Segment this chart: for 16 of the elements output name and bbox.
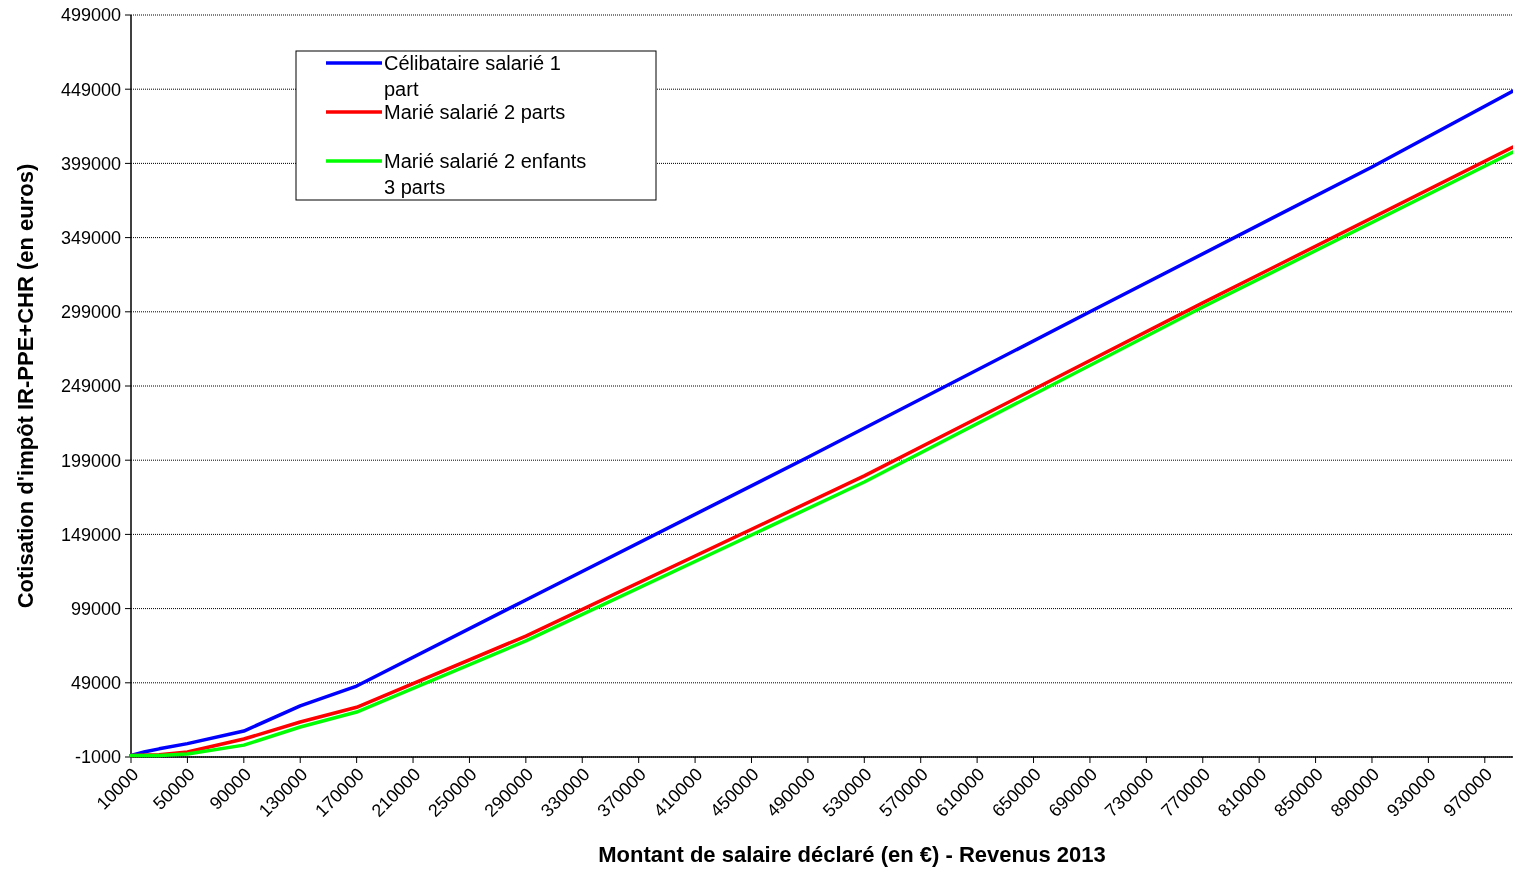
legend-label: Marié salarié 2 enfants 3 parts: [384, 150, 587, 198]
y-tick-label: 349000: [60, 227, 121, 248]
y-tick-label: 399000: [60, 153, 121, 174]
y-tick-label: -1000: [74, 747, 121, 768]
y-tick-label: 49000: [70, 673, 121, 694]
x-axis-title: Montant de salaire déclaré (en €) - Revenus 2013: [598, 842, 1106, 867]
y-tick-label: 99000: [70, 598, 121, 619]
y-tick-label: 499000: [60, 5, 121, 26]
y-axis-title: Cotisation d'impôt IR-PPE+CHR (en euros): [13, 163, 38, 609]
y-tick-label: 299000: [60, 302, 121, 323]
y-tick-label: 249000: [60, 376, 121, 397]
legend-label: Célibataire salarié 1 part: [384, 52, 561, 100]
y-tick-label: 199000: [60, 450, 121, 471]
y-tick-label: 449000: [60, 79, 121, 100]
y-tick-label: 149000: [60, 524, 121, 545]
legend-label: Marié salarié 2 parts: [384, 101, 566, 123]
